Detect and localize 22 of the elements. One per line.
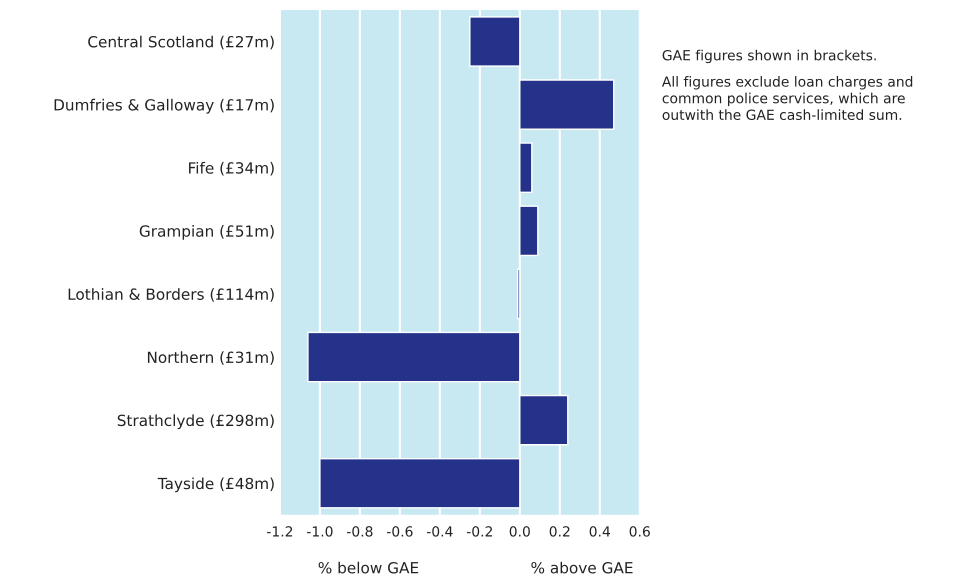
text: GAE figures shown in brackets. [662,50,876,64]
x-tick-label: -1.0 [307,526,333,537]
y-tick-label: Dumfries & Galloway (£17m) [54,98,274,114]
x-tick-label: 0.4 [590,526,610,537]
text: All figures exclude loan charges and common police services, which are outwith the GAE cash-limited sum. [662,76,912,120]
y-tick-label: Northern (£31m) [148,351,274,365]
x-tick-label: -0.6 [387,526,413,537]
text: % above GAE [531,562,633,574]
y-tick-label: Grampian (£51m) [140,225,274,240]
x-tick-label: 0.6 [630,526,650,537]
x-tick-label: -0.4 [426,526,453,537]
y-tick-label: Tayside (£48m) [158,477,274,492]
y-tick-label: Fife (£34m) [189,162,274,176]
x-tick-label: 0.0 [510,526,530,537]
x-tick-label: -0.8 [347,526,372,537]
x-tick-label: -0.2 [466,526,492,537]
x-tick-label: 0.2 [550,526,570,537]
x-tick-label: -1.2 [267,526,292,536]
y-tick-label: Central Scotland (£27m) [88,36,274,50]
y-tick-label: Strathclyde (£298m) [118,414,274,430]
y-tick-label: Lothian & Borders (£114m) [68,288,274,302]
text: % below GAE [318,562,418,574]
